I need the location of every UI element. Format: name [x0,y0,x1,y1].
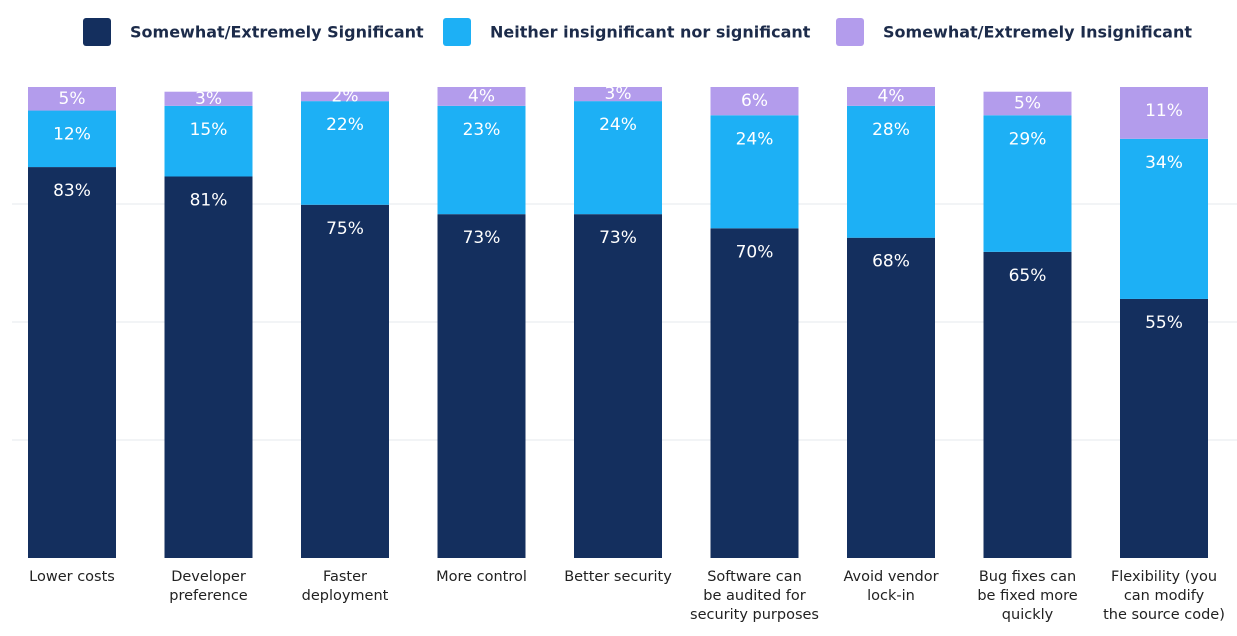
legend-label: Somewhat/Extremely Significant [130,23,424,42]
bar-segment [710,115,799,229]
x-tick-label: More control [436,569,527,585]
x-tick-label: Developer preference [169,569,248,604]
data-label: 29% [1009,129,1047,149]
data-label: 34% [1145,153,1183,173]
bar-segment [574,101,662,215]
data-label: 2% [332,86,359,106]
x-tick-label: Faster deployment [301,569,389,604]
data-label: 65% [1009,266,1047,286]
data-label: 4% [468,86,495,106]
data-label: 68% [872,252,910,272]
x-tick-label: Avoid vendor lock-in [843,569,939,604]
bar-segment [28,87,116,111]
bar-segment [710,228,799,559]
data-label: 15% [190,120,228,140]
data-label: 3% [195,89,222,109]
bar-segment [164,176,253,559]
bar-segment [983,115,1072,252]
legend-label: Neither insignificant nor significant [490,23,811,42]
bar-segment [1120,138,1208,299]
data-label: 55% [1145,313,1183,333]
bar-segment [847,237,935,558]
bar-segment [301,204,389,558]
data-label: 24% [599,115,637,135]
bar-segment [847,87,935,106]
legend-swatch [83,18,111,46]
bar-segment [574,87,662,102]
legend-swatch [443,18,471,46]
data-label: 11% [1145,101,1183,121]
bar-segment [28,167,116,558]
bar-segment [1120,298,1208,558]
data-label: 28% [872,120,910,140]
legend-swatch [836,18,864,46]
data-label: 73% [463,228,501,248]
bar-segment [437,105,526,215]
data-label: 22% [326,115,364,135]
x-tick-label: Bug fixes can be fixed more quickly [977,569,1078,623]
data-label: 3% [605,84,632,104]
x-tick-label: Flexibility (you can modify the source c… [1103,569,1225,623]
bar-segment [574,214,662,559]
bar-segment [710,87,799,116]
data-label: 70% [736,242,774,262]
data-label: 75% [326,219,364,239]
legend-label: Somewhat/Extremely Insignificant [883,23,1192,42]
data-label: 4% [878,86,905,106]
data-label: 23% [463,120,501,140]
bar-segment [437,214,526,559]
data-label: 12% [53,125,91,145]
data-label: 6% [741,91,768,111]
bar-segment [437,87,526,106]
data-label: 81% [190,190,228,210]
data-label: 73% [599,228,637,248]
x-tick-label: Software can be audited for security pur… [690,569,819,623]
bar-segment [1120,87,1208,139]
x-tick-label: Lower costs [29,569,115,585]
bar-segment [983,251,1072,558]
data-label: 5% [59,89,86,109]
data-label: 83% [53,181,91,201]
x-tick-label: Better security [564,569,672,585]
bar-segment [28,110,116,168]
bar-segment [164,105,253,177]
data-label: 5% [1014,93,1041,113]
bar-segment [847,105,935,238]
bar-segment [301,91,389,102]
bar-segment [164,91,253,106]
bar-segment [983,91,1072,116]
data-label: 24% [736,129,774,149]
bar-segment [301,101,389,205]
